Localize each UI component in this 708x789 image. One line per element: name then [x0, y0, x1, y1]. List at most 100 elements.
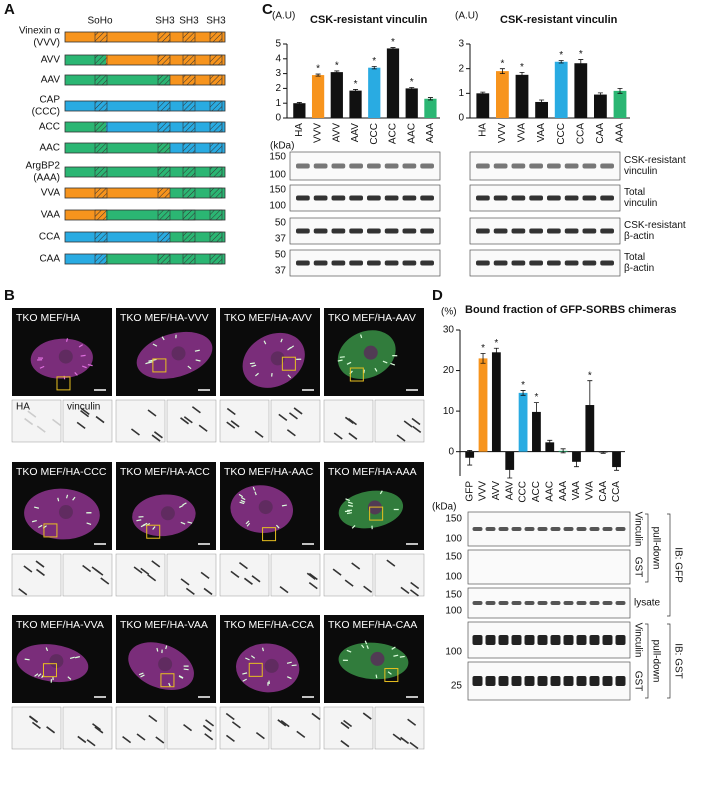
blot-band	[564, 195, 579, 201]
significance-mark: *	[579, 49, 583, 60]
construct-label: CCA	[39, 232, 60, 243]
inset-adhesion	[151, 560, 161, 568]
bar	[386, 48, 400, 118]
domain-hatch	[209, 166, 223, 178]
inset-adhesion	[225, 734, 235, 743]
bracket	[645, 623, 649, 699]
blot-band	[349, 228, 363, 234]
construct-segment	[106, 75, 170, 85]
blot-band	[576, 635, 587, 645]
x-tick-label: ACC	[531, 481, 542, 502]
significance-mark: *	[372, 56, 376, 67]
image-label: TKO MEF/HA-CCA	[224, 619, 314, 631]
inset-adhesion	[231, 721, 241, 729]
adhesion	[183, 668, 189, 671]
significance-mark: *	[494, 338, 498, 349]
error-bar	[480, 353, 486, 364]
y-tick-label: 3	[458, 39, 464, 50]
y-tick-label: 10	[443, 406, 455, 417]
zoom-inset	[62, 399, 113, 443]
blot-band	[402, 195, 417, 201]
x-tick-label: VAA	[571, 481, 582, 501]
adhesion	[379, 490, 383, 495]
inset-adhesion	[36, 425, 46, 433]
inset-adhesion	[410, 581, 420, 590]
blot-band	[485, 601, 496, 605]
blot-label: GST	[632, 671, 643, 692]
inset-adhesion	[140, 567, 150, 576]
adhesion	[366, 645, 369, 649]
blot-band	[550, 676, 561, 686]
x-tick-label: CCC	[518, 481, 529, 503]
blot-band	[476, 260, 490, 266]
inset-adhesion	[278, 413, 288, 422]
adhesion	[80, 354, 86, 357]
bracket	[667, 513, 671, 617]
y-tick-label: 5	[275, 39, 281, 50]
nucleus	[160, 506, 175, 521]
domain-header: SH3	[155, 16, 175, 27]
blot-band	[564, 228, 579, 234]
blot-band	[331, 163, 346, 169]
blot-band	[589, 601, 600, 605]
nucleus	[158, 657, 173, 672]
domain-hatch	[209, 231, 223, 243]
inset-adhesion	[254, 430, 264, 438]
error-bar	[315, 73, 321, 77]
adhesion	[263, 340, 267, 345]
adhesion	[31, 519, 37, 523]
bar	[545, 442, 555, 452]
marker-label: 100	[269, 201, 286, 212]
blot-band	[550, 601, 561, 605]
domain-hatch	[157, 187, 171, 199]
adhesion	[78, 344, 84, 348]
inset-adhesion	[52, 418, 61, 427]
blot-band	[600, 228, 614, 234]
bar	[349, 90, 362, 118]
y-tick-label: 4	[275, 53, 281, 64]
ib-label: IB: GFP	[672, 547, 683, 583]
significance-mark: *	[410, 77, 414, 88]
y-tick-label: 2	[458, 63, 464, 74]
blot-band	[511, 676, 522, 686]
inset-adhesion	[204, 733, 214, 741]
inset-adhesion	[226, 407, 236, 416]
adhesion	[37, 673, 42, 677]
blot-band	[529, 260, 543, 266]
domain-hatch	[209, 54, 223, 66]
inset-adhesion	[332, 568, 342, 576]
marker-label: 100	[445, 534, 462, 545]
inset-adhesion	[288, 412, 298, 420]
adhesion	[182, 502, 187, 506]
inset-adhesion	[392, 733, 402, 741]
inset-adhesion	[76, 421, 86, 430]
domain-header: SH3	[206, 16, 226, 27]
adhesion	[287, 374, 292, 379]
blot-band	[524, 601, 535, 605]
domain-hatch	[182, 74, 196, 86]
adhesion	[69, 656, 75, 660]
domain-hatch	[182, 166, 196, 178]
domain-hatch	[157, 209, 171, 221]
construct-segment	[170, 232, 225, 242]
blot-band	[602, 601, 613, 605]
inset-adhesion	[343, 719, 353, 728]
construct-outline	[64, 231, 226, 243]
domain-hatch	[157, 121, 171, 133]
adhesion	[346, 649, 352, 653]
inset-adhesion	[35, 568, 45, 577]
construct-segment	[106, 167, 170, 177]
inset-adhesion	[94, 568, 104, 576]
error-bar	[371, 66, 377, 70]
blot-band	[498, 635, 509, 645]
inset-adhesion	[306, 572, 316, 580]
blot-band	[367, 260, 381, 266]
blot-band	[529, 195, 543, 201]
blot-band	[384, 195, 399, 201]
marker-label: 37	[275, 266, 287, 277]
zoom-box	[369, 506, 384, 521]
blot-band	[615, 601, 626, 605]
blot-band	[537, 635, 548, 645]
inset-adhesion	[82, 564, 92, 573]
adhesion	[287, 346, 292, 351]
